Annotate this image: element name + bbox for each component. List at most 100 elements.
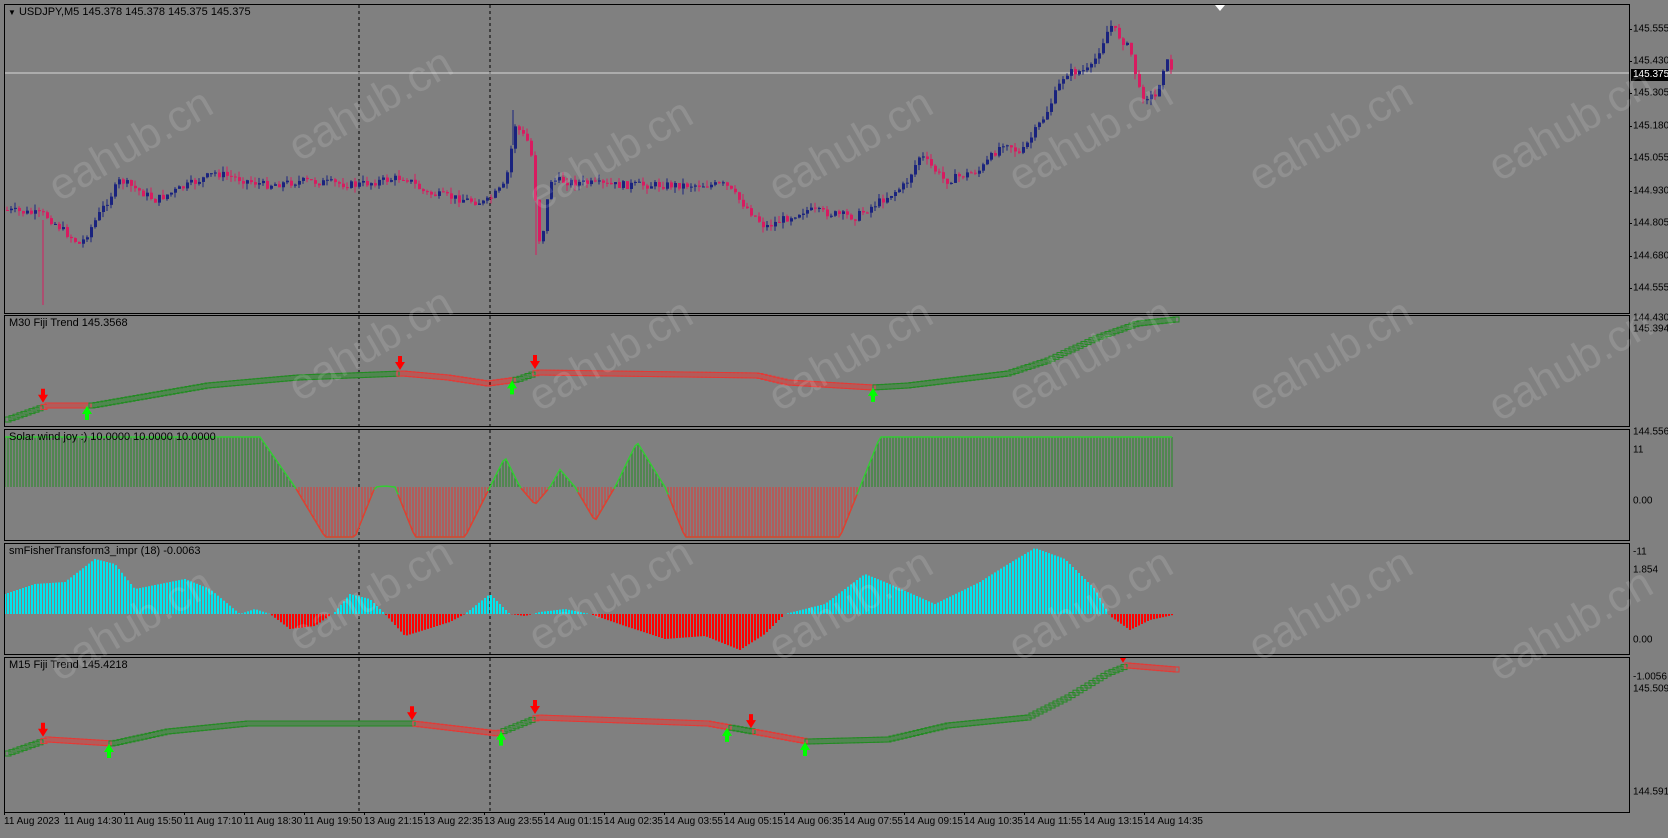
trend-step — [252, 378, 260, 385]
candle-body — [986, 159, 989, 165]
trend-step — [996, 717, 1004, 724]
collapse-triangle-icon[interactable]: ▼ — [8, 8, 16, 17]
trend-step — [972, 719, 980, 726]
trend-step — [1116, 326, 1124, 333]
trend-step — [232, 380, 240, 387]
trend-step — [772, 732, 780, 739]
trend-step — [704, 371, 712, 378]
trend-step — [244, 378, 252, 385]
chart-shift-marker-icon[interactable] — [1215, 5, 1225, 11]
price-tick: 144.680 — [1633, 250, 1668, 262]
m30-fiji-trend-pane[interactable]: M30 Fiji Trend 145.3568 — [4, 315, 1630, 427]
trend-step — [944, 377, 952, 384]
trend-step — [1160, 317, 1168, 324]
candle-body — [1062, 79, 1065, 84]
candle-body — [1002, 146, 1005, 148]
trend-step — [320, 720, 328, 727]
solar-wind-pane[interactable]: Solar wind joy :) 10.0000 10.0000 10.000… — [4, 429, 1630, 541]
trend-step — [292, 720, 300, 727]
candle-body — [602, 180, 605, 183]
candle-body — [138, 188, 141, 191]
trend-step — [788, 379, 796, 386]
trend-step — [504, 377, 512, 384]
trend-step — [592, 370, 600, 377]
candle-body — [586, 180, 589, 185]
trend-step — [848, 383, 856, 390]
candle-body — [314, 180, 317, 184]
trend-step — [5, 750, 12, 757]
candle-body — [702, 186, 705, 188]
trend-step — [492, 730, 500, 737]
trend-step — [1076, 342, 1084, 349]
trend-step — [404, 370, 412, 377]
tick-mark — [1629, 29, 1632, 30]
candle-body — [650, 186, 653, 189]
trend-step — [1152, 318, 1160, 325]
trend-step — [904, 731, 912, 738]
trend-step — [1144, 319, 1152, 326]
trend-step — [764, 731, 772, 738]
trend-step — [452, 375, 460, 382]
trend-step — [1160, 665, 1168, 672]
trend-step — [104, 740, 112, 747]
candle-body — [142, 190, 145, 197]
candle-body — [622, 181, 625, 188]
candle-body — [542, 231, 545, 242]
sell-arrow-icon — [530, 700, 540, 714]
buy-arrow-icon — [722, 727, 732, 742]
trend-step — [1028, 362, 1036, 369]
candle-body — [1134, 54, 1137, 75]
trend-step — [864, 384, 872, 391]
trend-step — [352, 372, 360, 379]
trend-step — [1168, 666, 1176, 673]
trend-step — [880, 736, 888, 743]
time-axis-label: 14 Aug 11:55 — [1024, 816, 1083, 827]
candle-body — [778, 221, 781, 223]
trend-step — [908, 382, 916, 389]
trend-step — [816, 738, 824, 745]
trend-step — [644, 718, 652, 725]
trend-step — [144, 392, 152, 399]
candle-body — [814, 207, 817, 209]
price-chart-pane[interactable]: ▼ USDJPY,M5 145.378 145.378 145.375 145.… — [4, 4, 1630, 314]
fisher-transform-pane[interactable]: smFisherTransform3_impr (18) -0.0063 — [4, 543, 1630, 655]
fisher-transform-plot — [5, 544, 1173, 654]
sell-arrow-icon — [395, 356, 405, 370]
trend-step — [744, 372, 752, 379]
candlestick-chart[interactable] — [5, 5, 1629, 313]
candle-body — [102, 205, 105, 213]
trend-step — [224, 722, 232, 729]
trend-step — [840, 737, 848, 744]
trend-step — [64, 402, 72, 409]
trend-step — [572, 715, 580, 722]
candle-body — [614, 182, 617, 185]
m15-fiji-trend-pane[interactable]: M15 Fiji Trend 145.4218 — [4, 657, 1630, 813]
trend-step — [372, 720, 380, 727]
price-tick: 144.430 — [1633, 312, 1668, 324]
trend-step — [408, 371, 416, 378]
trend-step — [320, 373, 328, 380]
tick-mark — [1629, 126, 1632, 127]
price-tick: 144.555 — [1633, 282, 1668, 294]
sell-arrow-icon — [407, 706, 417, 721]
trend-step — [1168, 316, 1176, 323]
time-tick-mark — [1084, 812, 1085, 815]
trend-step — [296, 374, 304, 381]
candle-body — [186, 182, 189, 189]
candle-body — [1094, 58, 1097, 64]
candle-body — [1054, 90, 1057, 104]
candle-body — [1098, 53, 1101, 59]
trend-step — [812, 381, 820, 388]
trend-step — [128, 736, 136, 743]
candle-body — [834, 211, 837, 216]
trend-step — [1124, 662, 1132, 669]
trend-step — [188, 726, 196, 733]
trend-step — [644, 371, 652, 377]
trend-step — [632, 717, 640, 724]
candle-body — [234, 176, 237, 178]
solar-wind-label: Solar wind joy :) 10.0000 10.0000 10.000… — [9, 431, 216, 443]
candle-body — [246, 180, 249, 184]
trend-step — [1132, 663, 1140, 670]
trend-step — [812, 738, 820, 745]
